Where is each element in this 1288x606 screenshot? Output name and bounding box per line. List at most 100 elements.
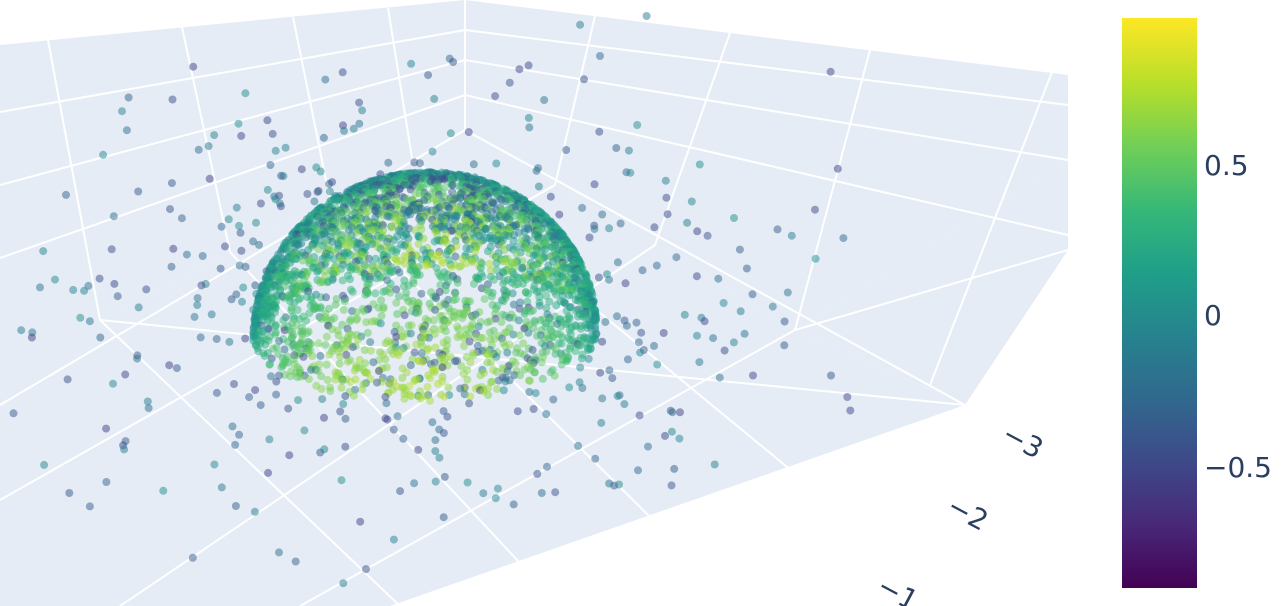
scatter-point bbox=[748, 290, 757, 299]
scatter-point bbox=[584, 354, 593, 363]
scatter-point bbox=[459, 334, 468, 343]
scatter-point bbox=[354, 335, 363, 344]
scatter-point bbox=[440, 392, 449, 401]
scatter-point bbox=[637, 328, 646, 337]
scatter-point bbox=[426, 374, 435, 383]
scatter-point bbox=[565, 383, 574, 392]
scatter-point bbox=[446, 129, 455, 138]
scatter-point bbox=[455, 262, 464, 271]
scatter-point bbox=[489, 275, 498, 284]
scatter-point bbox=[483, 350, 492, 359]
scatter-point bbox=[321, 75, 330, 84]
scatter-point bbox=[719, 299, 728, 307]
scatter-point bbox=[339, 579, 348, 588]
scatter-point bbox=[406, 361, 415, 370]
scatter-point bbox=[439, 429, 448, 437]
scatter-point bbox=[325, 350, 334, 359]
scatter-point bbox=[133, 354, 142, 363]
scatter-point bbox=[390, 236, 398, 245]
scatter-point bbox=[260, 351, 269, 360]
scatter-point bbox=[251, 386, 260, 395]
scatter-point bbox=[826, 67, 835, 76]
scatter-point bbox=[377, 296, 386, 305]
scatter-point bbox=[466, 392, 475, 401]
scatter-point bbox=[493, 385, 502, 393]
scatter-point bbox=[504, 232, 513, 240]
scatter-point bbox=[661, 431, 669, 440]
scatter-point bbox=[393, 258, 402, 267]
scatter-point bbox=[305, 309, 314, 318]
scatter-point bbox=[168, 95, 177, 104]
scatter-points bbox=[9, 12, 855, 588]
scatter-point bbox=[768, 302, 777, 311]
scatter-point bbox=[358, 106, 367, 115]
scatter-point bbox=[205, 174, 214, 183]
scatter-point bbox=[730, 214, 738, 222]
scatter-point bbox=[314, 245, 323, 254]
scatter-point bbox=[550, 371, 559, 380]
scatter-point bbox=[386, 288, 395, 297]
scatter-point bbox=[69, 286, 78, 294]
scatter-point bbox=[286, 372, 295, 381]
scatter-point bbox=[251, 281, 260, 290]
scatter-point bbox=[474, 322, 483, 331]
scatter-point bbox=[197, 281, 206, 290]
scatter-point bbox=[279, 316, 288, 325]
scatter-point bbox=[449, 58, 458, 66]
scatter-point bbox=[430, 94, 439, 103]
scatter-point bbox=[300, 426, 309, 435]
scatter-point bbox=[272, 390, 281, 399]
scatter-point bbox=[204, 142, 213, 151]
scatter-point bbox=[811, 254, 820, 263]
scatter-point bbox=[659, 329, 668, 337]
scatter-point bbox=[460, 342, 468, 350]
scatter-point bbox=[749, 371, 757, 380]
scatter-point bbox=[524, 328, 533, 337]
scatter-point bbox=[491, 92, 500, 101]
scatter-point bbox=[241, 89, 250, 98]
scatter-point bbox=[261, 340, 270, 349]
scatter-point bbox=[337, 222, 346, 230]
scatter-point bbox=[167, 179, 176, 188]
scatter-point bbox=[323, 375, 332, 384]
scatter-point bbox=[167, 262, 176, 271]
scatter-point bbox=[317, 372, 326, 381]
scatter-point bbox=[414, 308, 423, 317]
scatter-point bbox=[458, 314, 467, 323]
scatter-point bbox=[210, 131, 219, 140]
scatter-point bbox=[377, 311, 386, 320]
scatter-point bbox=[40, 460, 49, 469]
scatter-point bbox=[431, 447, 440, 456]
scatter-point bbox=[634, 338, 643, 347]
scatter-point bbox=[314, 339, 323, 348]
scatter-point bbox=[316, 304, 325, 313]
scatter-point bbox=[457, 362, 466, 371]
scatter-point bbox=[245, 393, 254, 402]
scatter-point bbox=[465, 399, 474, 408]
scatter-point bbox=[428, 147, 437, 156]
colorbar-tick-label: 0 bbox=[1204, 299, 1222, 332]
scatter-point bbox=[107, 245, 116, 254]
scatter-point bbox=[451, 357, 459, 366]
scatter-point bbox=[169, 244, 178, 253]
scatter-point bbox=[337, 476, 346, 485]
scatter-point bbox=[622, 321, 631, 330]
scatter-point bbox=[249, 237, 258, 246]
scatter-point bbox=[241, 334, 250, 343]
scatter-point bbox=[532, 166, 541, 175]
scatter-point bbox=[393, 310, 402, 318]
scatter-point bbox=[387, 223, 396, 232]
scatter-point bbox=[633, 121, 642, 129]
scatter-point bbox=[232, 203, 241, 212]
scatter-point bbox=[334, 331, 343, 340]
scatter-point bbox=[670, 464, 679, 473]
scatter-point bbox=[528, 345, 537, 354]
scatter-point bbox=[411, 189, 420, 198]
scatter-point bbox=[275, 371, 283, 380]
scatter-point bbox=[212, 388, 221, 397]
scatter-point bbox=[407, 59, 416, 68]
scatter-point bbox=[525, 376, 534, 385]
scatter-point bbox=[652, 261, 661, 270]
scatter-point bbox=[396, 487, 405, 496]
